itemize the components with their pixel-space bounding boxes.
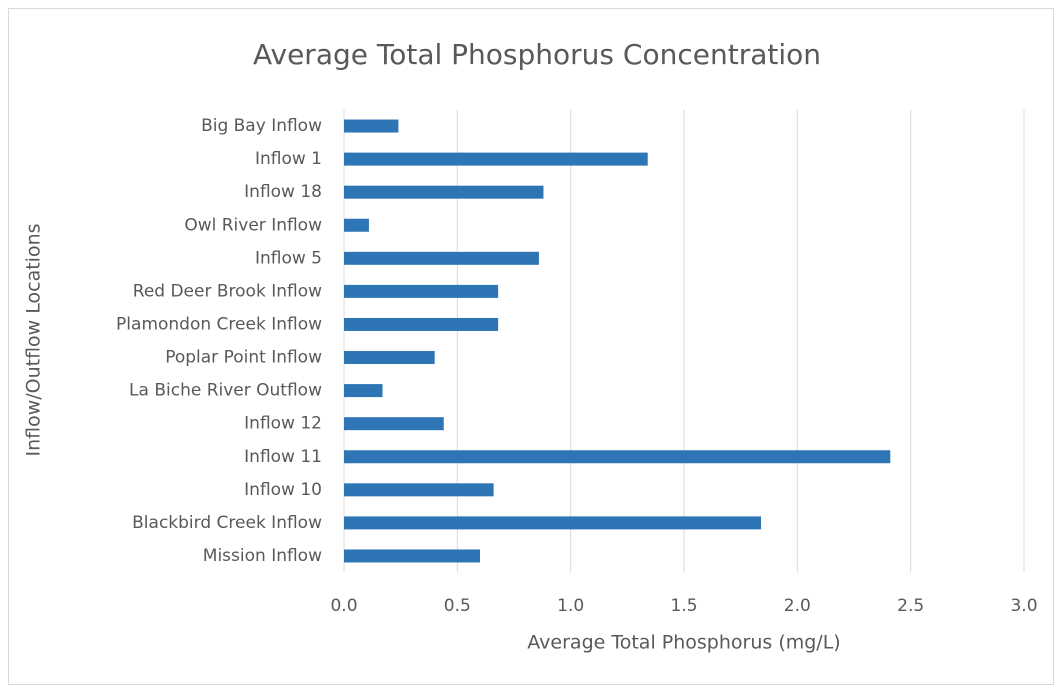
y-tick-label: Red Deer Brook Inflow — [133, 281, 322, 301]
y-tick-label: Big Bay Inflow — [201, 116, 322, 136]
y-tick-label: Inflow 10 — [244, 480, 322, 500]
bar — [344, 317, 499, 331]
bar — [344, 450, 891, 464]
bar — [344, 516, 762, 530]
chart-title: Average Total Phosphorus Concentration — [253, 38, 821, 71]
y-tick-label: Inflow 18 — [244, 182, 322, 202]
y-tick-label: La Biche River Outflow — [129, 381, 322, 401]
x-tick-label: 0.5 — [444, 596, 471, 616]
bar — [344, 549, 480, 563]
x-tick-label: 2.0 — [784, 596, 811, 616]
bar — [344, 152, 648, 166]
x-axis-title: Average Total Phosphorus (mg/L) — [527, 632, 840, 654]
bar — [344, 218, 369, 232]
y-tick-label: Mission Inflow — [203, 546, 322, 566]
chart-frame — [8, 8, 1054, 685]
bar — [344, 251, 539, 265]
bar — [344, 351, 435, 365]
y-tick-label: Owl River Inflow — [184, 215, 322, 235]
bar — [344, 417, 444, 431]
y-tick-label: Inflow 12 — [244, 414, 322, 434]
x-tick-label: 1.0 — [557, 596, 584, 616]
x-tick-label: 1.5 — [670, 596, 697, 616]
bar — [344, 185, 544, 199]
y-tick-label: Poplar Point Inflow — [165, 348, 322, 368]
y-tick-label: Blackbird Creek Inflow — [132, 513, 322, 533]
bar — [344, 384, 383, 398]
x-tick-label: 0.0 — [330, 596, 357, 616]
y-tick-label: Plamondon Creek Inflow — [116, 314, 322, 334]
y-tick-label: Inflow 11 — [244, 447, 322, 467]
y-tick-label: Inflow 5 — [255, 248, 322, 268]
y-tick-label: Inflow 1 — [255, 149, 322, 169]
y-axis-title: Inflow/Outflow Locations — [23, 223, 45, 456]
x-tick-label: 3.0 — [1010, 596, 1037, 616]
x-tick-label: 2.5 — [897, 596, 924, 616]
bar — [344, 284, 499, 298]
bar — [344, 119, 399, 133]
bar — [344, 483, 494, 497]
